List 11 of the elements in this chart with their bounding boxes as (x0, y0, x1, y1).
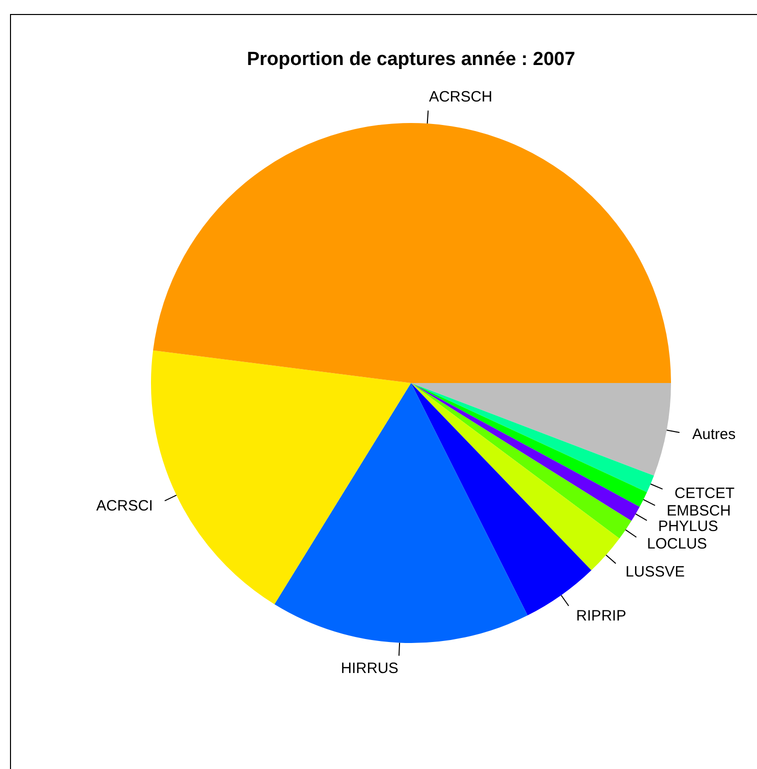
chart-title: Proportion de captures année : 2007 (246, 49, 576, 70)
slice-label: Autres (692, 426, 736, 443)
slice-label: EMBSCH (666, 502, 731, 520)
slice-label: ACRSCI (96, 498, 153, 515)
slice-label: LUSSVE (626, 563, 685, 580)
slice-label: LOCLUS (647, 536, 708, 553)
slice-label: ACRSCH (428, 88, 492, 106)
slice-label: CETCET (674, 485, 735, 502)
slice-label: PHYLUS (658, 518, 718, 536)
slice-label: RIPRIP (576, 608, 626, 625)
slice-label: HIRRUS (340, 660, 398, 677)
